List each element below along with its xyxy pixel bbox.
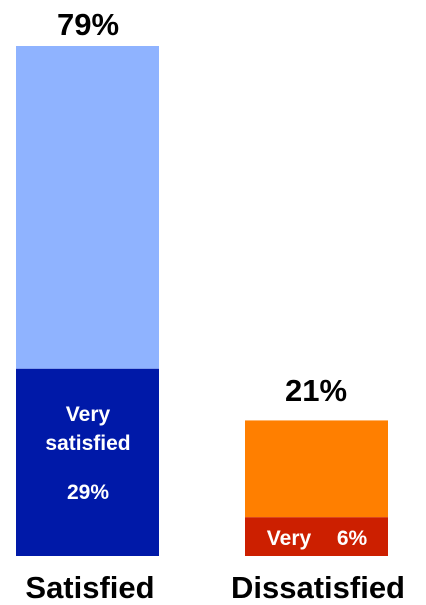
bar-satisfied-very bbox=[16, 368, 159, 556]
segment-label-dissatisfied-very-name: Very bbox=[267, 527, 312, 550]
segment-label-satisfied-very-line2: satisfied bbox=[45, 432, 130, 455]
bar-dissatisfied-remainder bbox=[245, 420, 388, 518]
category-label-satisfied: Satisfied bbox=[25, 570, 154, 605]
total-label-satisfied: 79% bbox=[57, 7, 119, 42]
bar-satisfied-remainder bbox=[16, 46, 159, 369]
category-label-dissatisfied: Dissatisfied bbox=[231, 570, 405, 605]
segment-label-dissatisfied-very-value: 6% bbox=[337, 527, 368, 550]
segment-label-satisfied-very-value: 29% bbox=[67, 481, 109, 504]
segment-label-satisfied-very-line1: Very bbox=[66, 403, 111, 426]
bar-dissatisfied-very bbox=[245, 517, 388, 556]
total-label-dissatisfied: 21% bbox=[285, 373, 347, 408]
